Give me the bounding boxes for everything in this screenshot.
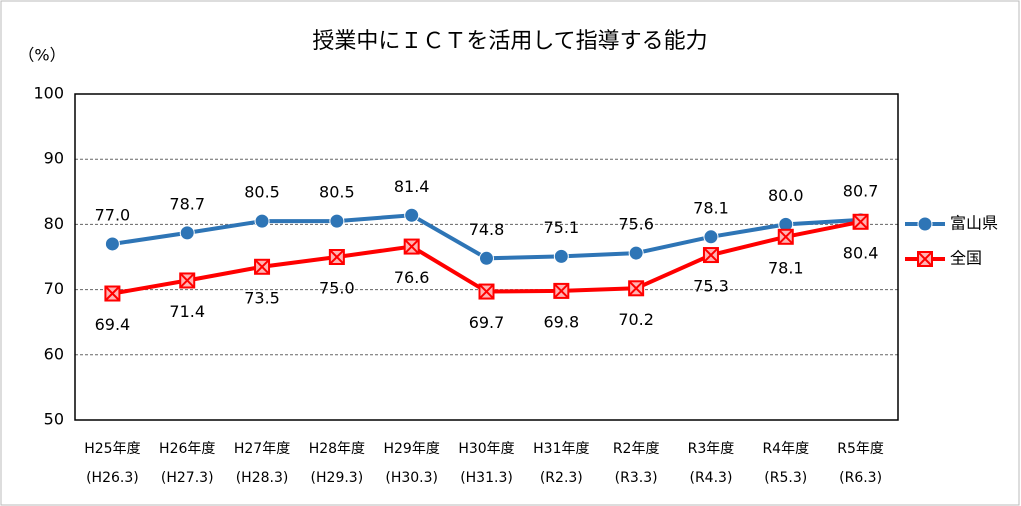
x-tick-label: H31年度 bbox=[533, 441, 589, 457]
x-tick-label: (H30.3) bbox=[385, 470, 438, 486]
data-label: 80.7 bbox=[843, 181, 879, 200]
point-cross bbox=[104, 285, 121, 302]
x-tick-label: (H31.3) bbox=[460, 470, 513, 486]
y-axis-label: （%） bbox=[18, 46, 65, 65]
data-label: 75.1 bbox=[544, 218, 580, 237]
x-tick-label: H27年度 bbox=[234, 441, 290, 457]
data-label: 75.6 bbox=[618, 215, 654, 234]
point-cross bbox=[553, 283, 570, 299]
x-tick-label: (R6.3) bbox=[839, 470, 882, 486]
point-cross bbox=[403, 238, 420, 255]
data-label: 69.4 bbox=[95, 315, 131, 334]
data-label: 80.4 bbox=[843, 243, 879, 262]
x-tick-label: (H27.3) bbox=[161, 470, 214, 486]
point bbox=[104, 236, 120, 252]
data-label: 80.5 bbox=[319, 183, 355, 202]
point bbox=[329, 213, 345, 229]
data-label: 78.1 bbox=[768, 258, 804, 277]
data-label: 80.5 bbox=[244, 183, 280, 202]
legend-marker bbox=[917, 251, 933, 267]
x-tick-label: R5年度 bbox=[837, 441, 884, 457]
point bbox=[404, 207, 420, 223]
x-tick-label: H26年度 bbox=[159, 441, 215, 457]
point bbox=[852, 213, 869, 230]
x-tick-label: R3年度 bbox=[688, 441, 735, 457]
data-label: 81.4 bbox=[394, 177, 430, 196]
point bbox=[553, 282, 570, 299]
data-label: 70.2 bbox=[618, 310, 654, 329]
y-tick-label: 80 bbox=[44, 214, 64, 233]
data-label: 73.5 bbox=[244, 288, 280, 307]
x-tick-label: (R3.3) bbox=[615, 470, 658, 486]
point-cross bbox=[179, 272, 195, 289]
x-tick-label: H30年度 bbox=[458, 441, 514, 457]
point-cross bbox=[703, 247, 719, 263]
x-tick-label: R2年度 bbox=[613, 441, 660, 457]
data-label: 77.0 bbox=[95, 205, 131, 224]
point bbox=[777, 228, 794, 245]
x-tick-label: R4年度 bbox=[762, 441, 809, 457]
data-label: 78.7 bbox=[169, 194, 205, 213]
point bbox=[479, 250, 494, 266]
y-tick-label: 60 bbox=[44, 344, 64, 363]
y-tick-label: 100 bbox=[33, 84, 64, 103]
point bbox=[179, 225, 195, 241]
x-tick-label: (R2.3) bbox=[540, 470, 583, 486]
point bbox=[104, 285, 121, 302]
x-tick-label: H29年度 bbox=[384, 441, 440, 457]
point bbox=[179, 272, 196, 289]
point-cross bbox=[778, 229, 794, 245]
data-label: 74.8 bbox=[469, 220, 505, 239]
legend-marker bbox=[917, 216, 933, 232]
y-tick-label: 50 bbox=[44, 410, 64, 429]
point bbox=[628, 245, 644, 261]
point bbox=[328, 249, 345, 265]
point-cross bbox=[254, 259, 270, 275]
data-label: 76.6 bbox=[394, 268, 430, 287]
x-tick-label: H25年度 bbox=[84, 441, 140, 457]
point bbox=[553, 248, 569, 264]
y-tick-label: 90 bbox=[44, 149, 64, 168]
point bbox=[478, 283, 495, 300]
x-tick-label: (H28.3) bbox=[236, 470, 289, 486]
point bbox=[628, 280, 645, 297]
data-label: 69.8 bbox=[544, 312, 580, 331]
point-cross bbox=[478, 283, 495, 300]
point bbox=[254, 258, 271, 275]
plot-border bbox=[74, 93, 899, 421]
point bbox=[702, 247, 719, 264]
point-cross bbox=[329, 249, 345, 265]
chart-title: 授業中にＩＣＴを活用して指導する能力 bbox=[312, 29, 707, 54]
data-label: 75.0 bbox=[319, 279, 355, 298]
x-tick-label: (H29.3) bbox=[311, 470, 364, 486]
point bbox=[254, 213, 270, 229]
data-label: 75.3 bbox=[693, 277, 729, 296]
legend-label: 富山県 bbox=[950, 214, 998, 233]
point bbox=[403, 238, 420, 255]
data-label: 69.7 bbox=[469, 313, 505, 332]
x-tick-label: (R4.3) bbox=[689, 470, 732, 486]
x-tick-label: H28年度 bbox=[309, 441, 365, 457]
point-cross bbox=[917, 251, 933, 267]
point-cross bbox=[628, 280, 644, 297]
data-label: 71.4 bbox=[169, 302, 205, 321]
legend-label: 全国 bbox=[950, 249, 982, 268]
point bbox=[703, 229, 719, 245]
x-tick-label: (H26.3) bbox=[86, 470, 139, 486]
data-label: 78.1 bbox=[693, 198, 729, 217]
x-tick-label: (R5.3) bbox=[764, 470, 807, 486]
data-label: 80.0 bbox=[768, 186, 804, 205]
point-cross bbox=[852, 214, 869, 230]
y-tick-label: 70 bbox=[44, 279, 64, 298]
